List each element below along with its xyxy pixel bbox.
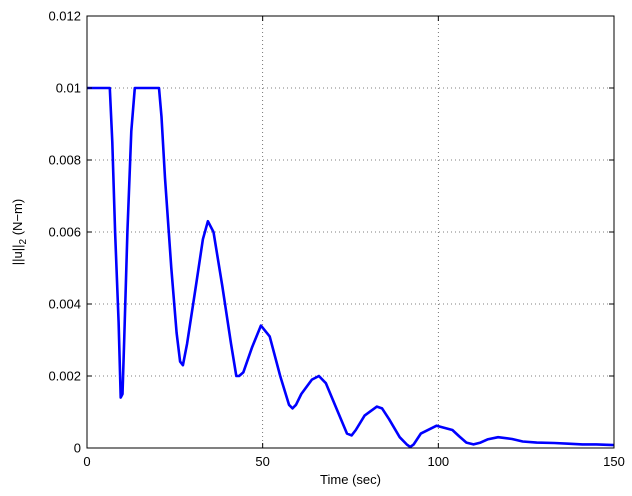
y-tick-label: 0	[74, 441, 81, 456]
y-axis-label: ||u||2 (N−m)	[10, 199, 29, 265]
x-tick-label: 150	[603, 454, 625, 469]
y-tick-label: 0.01	[56, 81, 81, 96]
y-axis-label-main: ||u||	[10, 244, 25, 265]
y-tick-label: 0.008	[48, 153, 81, 168]
x-tick-label: 0	[83, 454, 90, 469]
x-tick-label: 100	[427, 454, 449, 469]
series-line	[87, 86, 615, 449]
y-axis-label-units: (N−m)	[10, 199, 25, 239]
x-tick-label: 50	[255, 454, 269, 469]
y-tick-label: 0.002	[48, 369, 81, 384]
x-axis-label: Time (sec)	[320, 472, 381, 487]
series-layer	[87, 86, 615, 449]
y-tick-label: 0.004	[48, 297, 81, 312]
axis-ticks	[86, 15, 615, 449]
y-tick-label: 0.006	[48, 225, 81, 240]
y-tick-label: 0.012	[48, 9, 81, 24]
y-axis-label-subscript: 2	[18, 238, 29, 244]
x-tick-labels: 0 50 100 150	[83, 454, 624, 469]
y-tick-labels: 0 0.002 0.004 0.006 0.008 0.01 0.012	[48, 9, 81, 456]
grid-lines	[87, 16, 614, 448]
